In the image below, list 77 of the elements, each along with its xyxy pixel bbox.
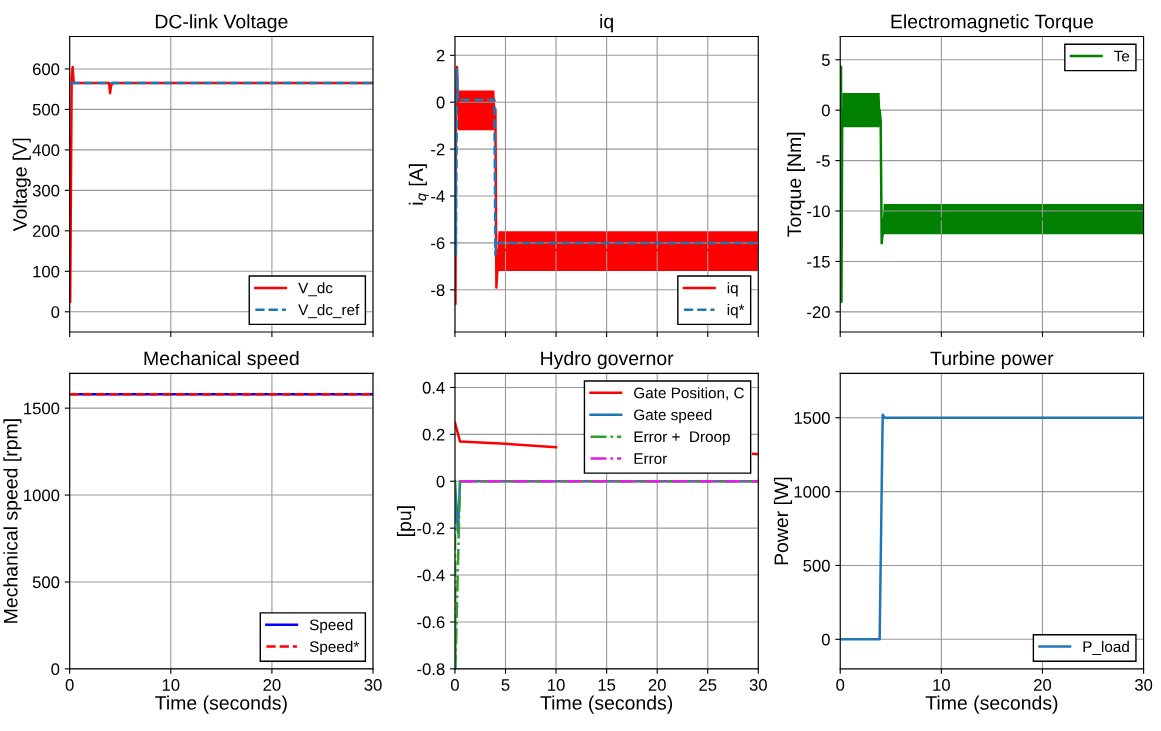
y-tick-label: 1500 — [24, 402, 60, 415]
y-tick-label: 0.4 — [422, 381, 445, 394]
y-axis-title: Mechanical speed [rpm] — [3, 419, 22, 623]
legend-label: Speed* — [309, 640, 360, 656]
y-tick-label: 0 — [51, 306, 60, 318]
chart-title: DC-link Voltage — [155, 14, 288, 33]
y-tick-label: 0 — [821, 633, 830, 646]
legend-label: Gate Position, C — [634, 387, 744, 401]
y-tick-label: 100 — [33, 265, 60, 278]
legend-label: Te — [1114, 50, 1130, 62]
chart-title: Turbine power — [930, 350, 1054, 370]
y-axis-title: [pu] — [396, 506, 416, 536]
y-tick-label: -0.2 — [417, 522, 445, 535]
x-tick-label: 15 — [598, 679, 616, 691]
y-tick-label: 0.2 — [422, 428, 445, 441]
x-tick-label: 30 — [749, 679, 767, 691]
y-tick-label: -0.8 — [417, 663, 445, 676]
y-tick-label: 300 — [32, 184, 60, 197]
line-series — [454, 68, 759, 256]
x-tick-label: 20 — [648, 679, 666, 691]
y-tick-label: 1500 — [794, 412, 830, 424]
x-axis-title: Time (seconds) — [155, 695, 287, 714]
y-tick-label: -0.4 — [417, 569, 445, 582]
chart-title: Hydro governor — [541, 350, 674, 370]
x-tick-label: 10 — [548, 679, 565, 691]
y-tick-label: 2 — [436, 49, 445, 62]
y-axis-title: Power [W] — [773, 477, 793, 565]
y-tick-label: 1000 — [24, 489, 60, 502]
chart-title: Mechanical speed — [144, 350, 299, 370]
y-tick-label: -6 — [431, 237, 445, 250]
x-tick-label: 10 — [933, 679, 950, 691]
legend-label: P_load — [1083, 640, 1129, 655]
y-tick-label: 500 — [32, 103, 60, 116]
chart-title: Electromagnetic Torque — [891, 14, 1094, 33]
y-tick-label: 200 — [32, 225, 60, 238]
x-tick-label: 25 — [699, 679, 717, 691]
x-tick-label: 10 — [162, 679, 180, 691]
legend-label: iq — [727, 282, 738, 297]
y-tick-label: -15 — [807, 256, 830, 268]
x-tick-label: 30 — [364, 679, 382, 691]
y-tick-label: -10 — [807, 205, 830, 218]
y-tick-label: 400 — [32, 144, 60, 157]
y-tick-label: -4 — [431, 190, 445, 203]
y-tick-label: -20 — [807, 306, 830, 319]
chart-title: iq — [600, 14, 613, 33]
x-tick-label: 0 — [836, 679, 845, 691]
x-tick-label: 20 — [1034, 679, 1052, 691]
y-tick-label: 600 — [32, 63, 60, 76]
y-axis-title: Voltage [V] — [12, 138, 31, 232]
legend-label: V_dc_ref — [298, 304, 360, 319]
legend-label: V_dc — [298, 282, 333, 297]
legend-label: iq* — [727, 304, 745, 319]
y-tick-label: -2 — [431, 143, 445, 156]
x-axis-title: Time (seconds) — [925, 695, 1058, 714]
y-tick-label: 0 — [821, 104, 830, 117]
x-tick-label: 0 — [65, 679, 74, 691]
y-tick-label: 500 — [32, 576, 60, 589]
y-tick-label: 500 — [803, 559, 830, 572]
y-axis-title: Torque [Nm] — [786, 132, 806, 237]
legend-label: Speed — [309, 618, 353, 634]
x-tick-label: 20 — [263, 679, 281, 691]
x-tick-label: 5 — [501, 679, 510, 691]
legend-label: Error + Droop — [634, 431, 730, 446]
legend-label: Gate speed — [634, 409, 712, 424]
y-tick-label: -0.6 — [417, 616, 445, 629]
y-tick-label: -8 — [431, 284, 445, 297]
y-tick-label: 5 — [821, 54, 830, 66]
legend-label: Error — [634, 453, 668, 464]
y-tick-label: -5 — [816, 155, 830, 167]
y-tick-label: 0 — [436, 96, 445, 109]
y-tick-label: 1000 — [794, 485, 830, 498]
y-tick-label: 0 — [51, 663, 60, 676]
y-tick-label: 0 — [436, 475, 445, 488]
x-tick-label: 30 — [1134, 679, 1153, 691]
y-axis-title: i$_{q}$ [A] — [408, 164, 429, 205]
x-axis-title: Time (seconds) — [540, 695, 673, 714]
x-tick-label: 0 — [450, 679, 459, 691]
